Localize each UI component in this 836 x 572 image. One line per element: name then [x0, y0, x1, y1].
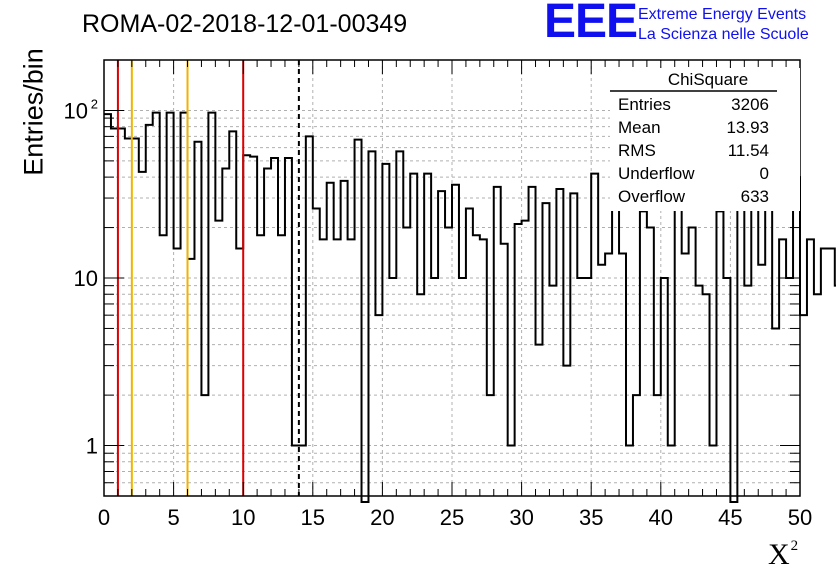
histogram-bars — [104, 111, 836, 503]
stats-label-rms: RMS — [618, 141, 656, 160]
x-tick-label: 40 — [649, 505, 673, 530]
logo-tagline-2: La Scienza nelle Scuole — [638, 26, 809, 43]
x-tick-label: 10 — [231, 505, 255, 530]
plot-title: ROMA-02-2018-12-01-00349 — [82, 10, 408, 38]
x-tick-label: 30 — [509, 505, 533, 530]
y-tick-label-exponent: 2 — [91, 96, 98, 111]
stats-label-entries: Entries — [618, 95, 671, 114]
x-tick-label: 0 — [98, 505, 110, 530]
x-tick-label: 20 — [370, 505, 394, 530]
histogram-outline — [104, 111, 836, 503]
eee-logo: EEE — [544, 0, 638, 48]
x-tick-label: 50 — [788, 505, 812, 530]
stats-value-underflow: 0 — [760, 164, 769, 183]
stats-value-overflow: 633 — [741, 187, 769, 206]
stats-box-background — [610, 68, 800, 211]
x-axis-label: X2 — [768, 538, 799, 571]
x-tick-label: 35 — [579, 505, 603, 530]
stats-box: ChiSquare Entries 3206 Mean 13.93 RMS 11.54 Un… — [610, 68, 800, 211]
stats-title: ChiSquare — [668, 70, 748, 89]
x-tick-label: 15 — [301, 505, 325, 530]
x-tick-label: 45 — [718, 505, 742, 530]
stats-label-underflow: Underflow — [618, 164, 695, 183]
x-tick-label: 5 — [167, 505, 179, 530]
stats-value-rms: 11.54 — [728, 141, 769, 160]
y-tick-label: 10 — [64, 98, 88, 123]
axes — [103, 59, 801, 497]
stats-value-entries: 3206 — [731, 95, 769, 114]
y-tick-label: 10 — [74, 266, 98, 291]
logo-tagline-1: Extreme Energy Events — [638, 6, 807, 23]
y-tick-label: 1 — [86, 434, 98, 459]
stats-label-overflow: Overflow — [618, 187, 686, 206]
stats-value-mean: 13.93 — [726, 118, 769, 137]
x-tick-label: 25 — [440, 505, 464, 530]
stats-label-mean: Mean — [618, 118, 661, 137]
